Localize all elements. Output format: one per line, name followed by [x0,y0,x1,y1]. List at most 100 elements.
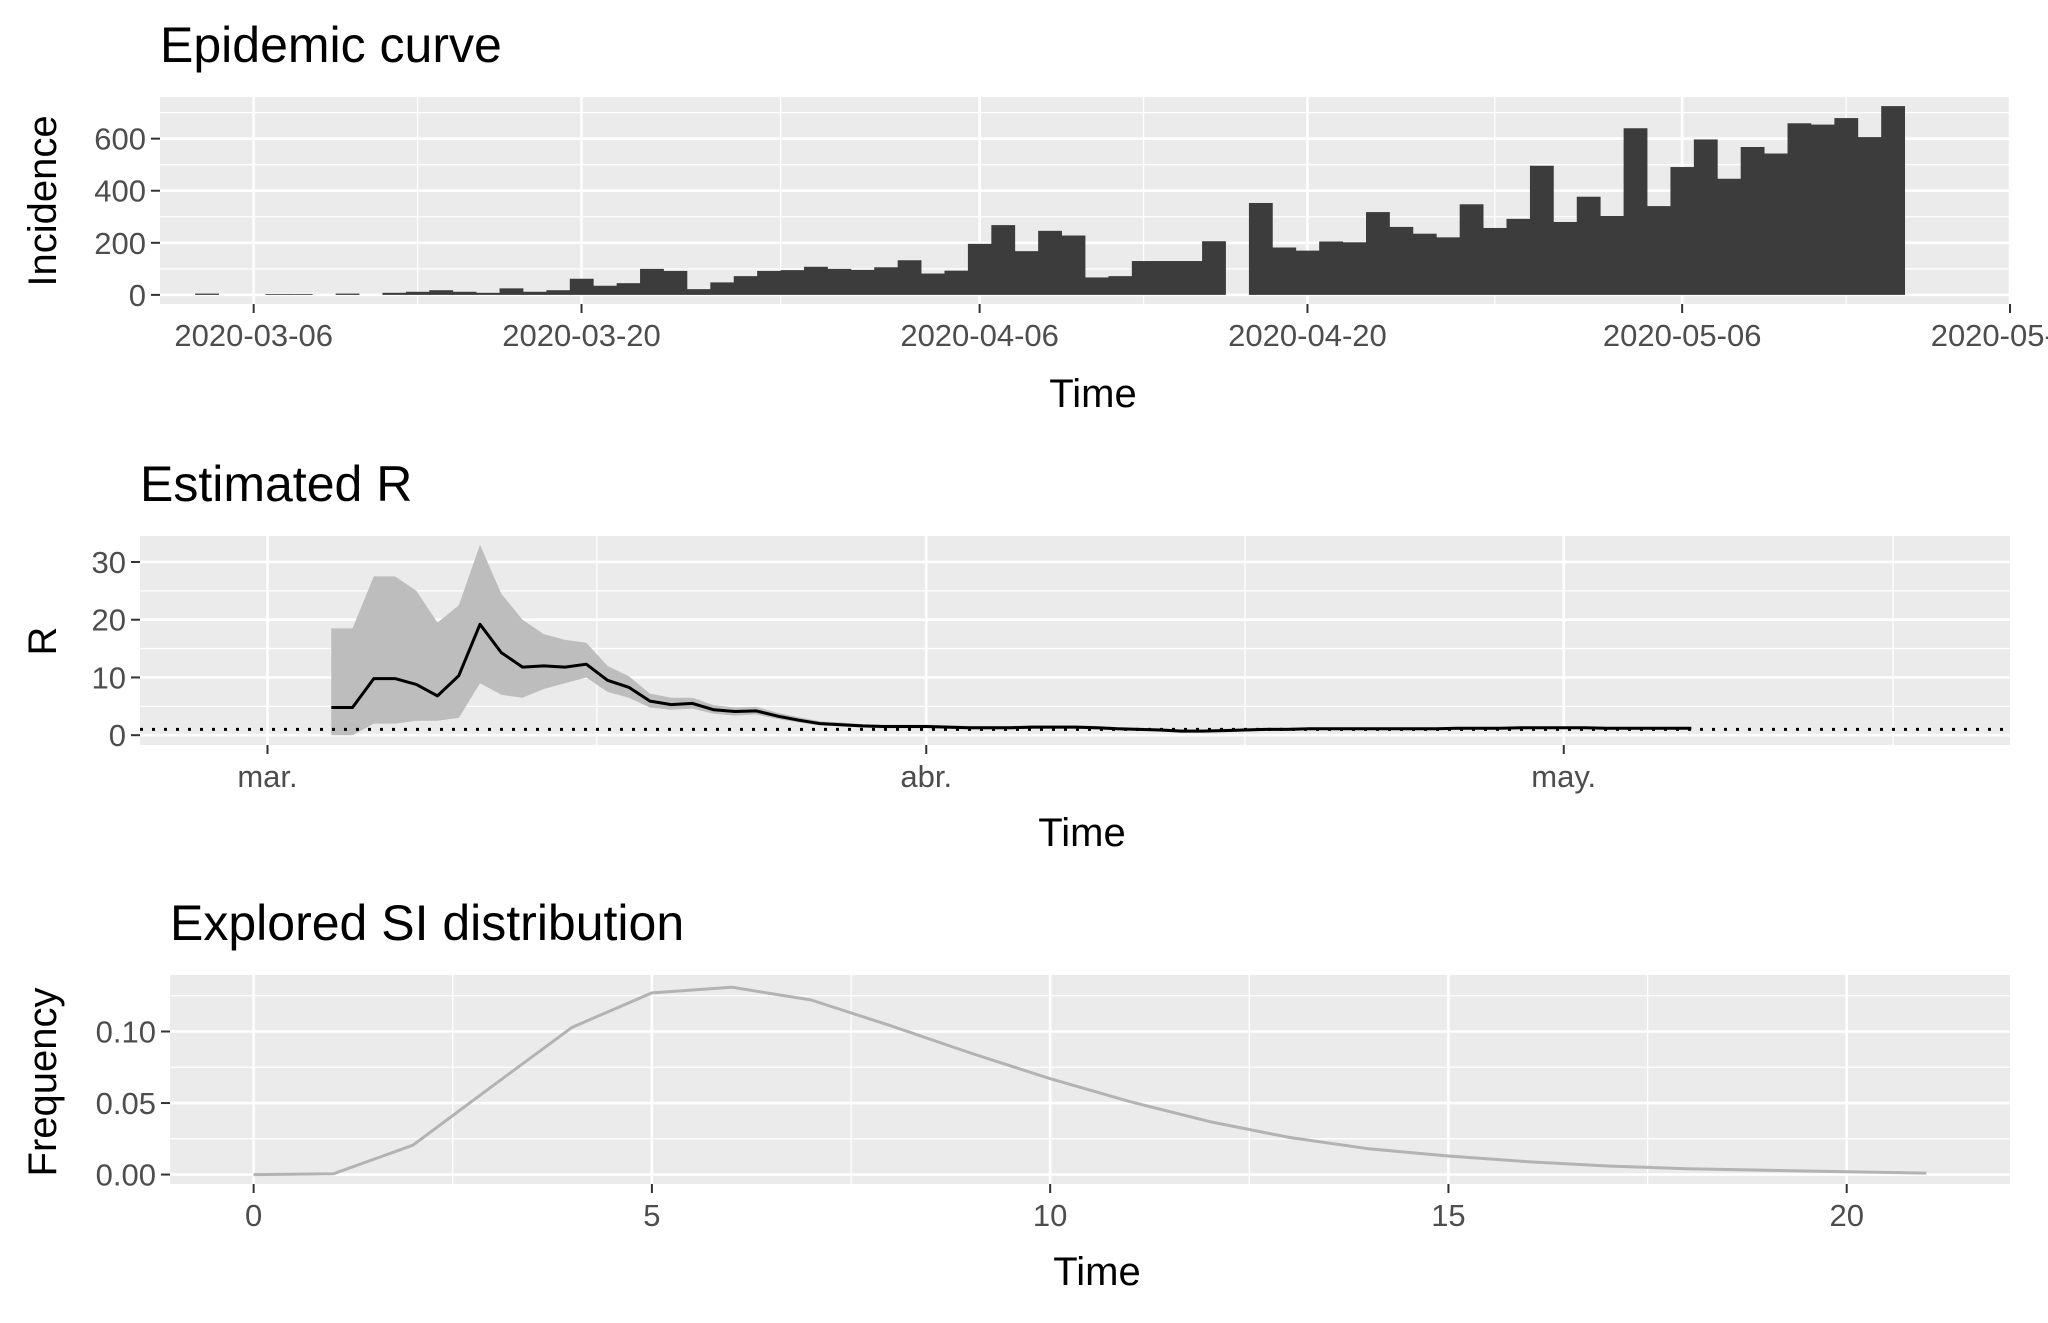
epicurve-y-tick-label: 0 [129,278,146,313]
incidence-bar [1529,165,1554,295]
incidence-bar [897,260,922,295]
incidence-bar [1202,241,1226,295]
incidence-bar [1366,212,1390,295]
incidence-bar [1155,261,1180,295]
incidence-bar [1342,242,1367,295]
incidence-bar [991,225,1016,295]
incidence-bar [1506,218,1531,295]
incidence-bar [1881,106,1906,295]
epicurve-x-tick-label: 2020-05-20 [1931,318,2048,353]
epicurve-x-tick-label: 2020-04-06 [900,318,1059,353]
incidence-bar [1178,261,1203,295]
epicurve-x-axis-title: Time [1049,372,1136,416]
rt-x-tick-label: may. [1531,759,1596,794]
epicurve-title: Epidemic curve [160,17,502,73]
incidence-bar [1834,118,1859,295]
incidence-bar [1857,137,1882,295]
incidence-bar [780,270,805,295]
epicurve-x-tick-label: 2020-03-06 [174,318,333,353]
epicurve-y-tick-label: 600 [94,122,146,157]
incidence-bar [1623,128,1648,295]
rt-x-tick-label: mar. [237,759,297,794]
rt-x-tick-label: abr. [900,759,952,794]
epicurve-y-axis-title: Incidence [21,115,65,286]
incidence-bar [1131,261,1156,295]
incidence-bar [1810,124,1835,295]
rt-y-tick-label: 20 [92,603,126,638]
si-x-tick-label: 5 [643,1198,660,1233]
si-y-tick-label: 0.10 [96,1015,156,1050]
rt-y-axis-title: R [21,627,65,656]
incidence-bar [569,278,594,295]
si-x-tick-label: 20 [1829,1198,1863,1233]
incidence-bar [452,291,477,295]
rt-y-tick-label: 0 [109,718,126,753]
incidence-bar [1740,146,1765,295]
incidence-bar [405,291,430,295]
incidence-bar [827,268,852,295]
rt-y-tick-label: 10 [92,660,126,695]
incidence-bar [1576,196,1601,295]
incidence-bar [1038,230,1062,295]
incidence-bar [429,290,454,295]
incidence-bar [967,243,992,295]
si-x-axis-title: Time [1053,1250,1140,1294]
rt-x-axis-title: Time [1038,811,1125,855]
incidence-bar [1436,237,1461,295]
si-distribution-line [253,985,1927,1177]
epicurve-x-tick-label: 2020-03-20 [502,318,661,353]
si-y-tick-label: 0.00 [96,1158,156,1193]
incidence-bar [1085,277,1109,295]
incidence-bar [944,270,969,295]
incidence-bar [640,268,664,295]
si-plot-background [170,975,2010,1184]
si-title: Explored SI distribution [170,895,684,951]
si-x-tick-label: 0 [245,1198,262,1233]
incidence-bar [803,266,828,295]
incidence-bar [663,270,688,295]
incidence-bar [1319,241,1343,295]
incidence-bar [1553,221,1578,295]
incidence-bar [1764,153,1788,295]
si-y-tick-label: 0.05 [96,1086,156,1121]
epicurve-x-tick-label: 2020-04-20 [1228,318,1387,353]
incidence-bar [1459,204,1484,295]
epicurve-panel: 0 200 400 600 2020-03-06 2020-03-20 2020-04-06… [89,97,2048,353]
incidence-bar [1787,123,1812,295]
incidence-bar [1600,215,1625,295]
incidence-bar [874,267,899,295]
epicurve-x-tick-label: 2020-05-06 [1603,318,1762,353]
incidence-bar [1061,235,1086,295]
si-panel: 0.00 0.05 0.10 0 5 10 15 20 [96,975,2010,1233]
incidence-bar [1295,250,1320,295]
incidence-bar [476,292,500,295]
incidence-bar [757,270,781,295]
incidence-bar [1014,251,1039,295]
incidence-bar [1412,233,1437,295]
incidence-bar [1389,226,1414,295]
incidence-bar [1693,139,1718,295]
incidence-bar [921,273,945,295]
incidence-bar [1248,202,1273,295]
incidence-bar [546,290,571,295]
si-x-tick-label: 10 [1033,1198,1067,1233]
incidence-bar [593,285,618,295]
rt-y-tick-label: 30 [92,545,126,580]
si-y-axis-title: Frequency [21,988,65,1177]
incidence-bar [710,282,735,295]
incidence-bar [850,269,875,295]
epicurve-y-tick-label: 400 [94,174,146,209]
incidence-bar [288,294,313,295]
incidence-bar [686,289,711,295]
incidence-bar [265,294,290,295]
incidence-bar [1483,227,1507,295]
rt-title: Estimated R [140,456,412,512]
incidence-bar [1272,247,1297,295]
rt-panel: 0 10 20 30 mar. abr. may. [92,532,2010,794]
incidence-bar [1717,178,1742,295]
rt-mean-line [331,622,1692,733]
incidence-bar [195,293,219,295]
incidence-bar [522,291,547,295]
